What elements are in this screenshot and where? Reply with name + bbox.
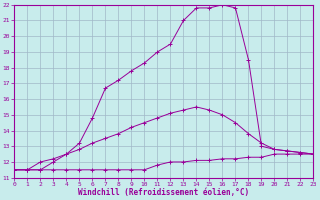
X-axis label: Windchill (Refroidissement éolien,°C): Windchill (Refroidissement éolien,°C) [78, 188, 250, 197]
